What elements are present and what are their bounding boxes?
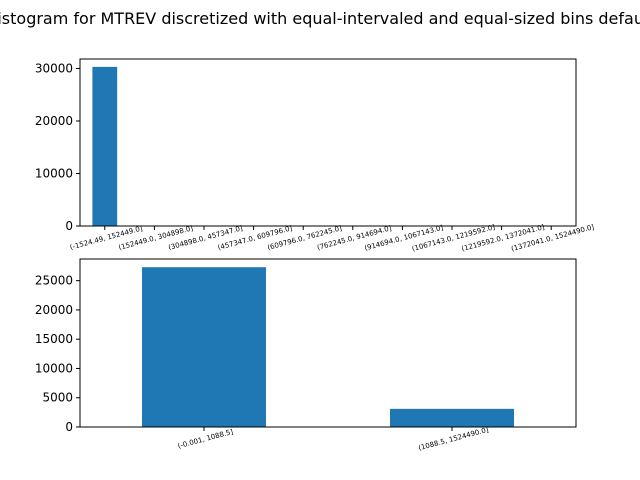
y-tick-label: 30000 <box>35 61 73 75</box>
x-tick-label: (1219592.0, 1372041.0] <box>461 223 546 253</box>
y-tick-label: 0 <box>65 420 73 434</box>
x-tick-label: (1067143.0, 1219592.0] <box>411 223 496 253</box>
y-tick-label: 5000 <box>42 391 73 405</box>
y-tick-label: 0 <box>65 219 73 233</box>
bar <box>390 408 514 427</box>
chart-panel-2: 0 5000 10000 15000 20000 25000 (-0.001, 1088.5… <box>35 258 577 452</box>
bar <box>92 66 118 226</box>
figure-title: Histogram for MTREV discretized with equ… <box>0 9 640 28</box>
y-tick-label: 20000 <box>35 303 73 317</box>
plot-frame <box>79 58 577 227</box>
y-tick-label: 20000 <box>35 114 73 128</box>
x-tick-label: (-0.001, 1088.5] <box>177 428 234 451</box>
x-tick-label: (1372041.0, 1524490.0] <box>510 223 595 253</box>
x-tick-label: (1088.5, 1524490.0] <box>418 426 490 452</box>
y-tick-label: 10000 <box>35 166 73 180</box>
y-tick-label: 10000 <box>35 361 73 375</box>
plot-frame <box>79 258 577 428</box>
y-tick-label: 15000 <box>35 332 73 346</box>
y-tick-label: 25000 <box>35 274 73 288</box>
bar <box>142 267 266 427</box>
